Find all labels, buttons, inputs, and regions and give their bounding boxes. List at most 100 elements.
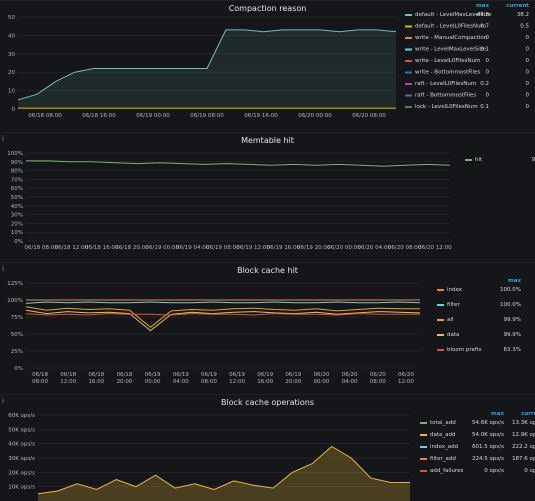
series-line	[26, 302, 420, 303]
x-tick-label: 16:00	[257, 379, 273, 385]
legend-swatch	[437, 334, 444, 336]
legend-header-max: max	[508, 278, 521, 284]
legend-max: 0	[486, 35, 490, 41]
x-tick-label: 06/18 20:00	[115, 245, 149, 251]
legend-swatch	[437, 349, 444, 351]
x-tick-label: 00:00	[314, 379, 330, 385]
legend-current: 0	[526, 93, 530, 99]
legend-swatch	[437, 319, 444, 321]
legend-header-current: current	[521, 411, 535, 417]
block-cache-hit-panel: i Block cache hit 0%25%50%75%100%125%06/…	[0, 262, 535, 393]
x-tick-label: 06/18	[32, 372, 48, 378]
x-tick-label: 08:00	[32, 379, 48, 385]
series-area	[38, 447, 410, 501]
x-tick-label: 06/20 12:00	[418, 245, 452, 251]
x-tick-label: 06/19	[173, 372, 189, 378]
legend-item: write - BottommostFiles	[415, 70, 480, 76]
legend-current: 187.6 ops/s	[512, 456, 535, 462]
y-tick-label: 30K ops/s	[8, 456, 35, 462]
legend-max: 99.9%	[504, 332, 521, 338]
x-tick-label: 06/19 20:00	[297, 245, 331, 251]
legend-swatch	[420, 458, 427, 460]
y-tick-label: 40K ops/s	[8, 442, 35, 448]
x-tick-label: 06/18	[88, 372, 104, 378]
x-tick-label: 20:00	[285, 379, 301, 385]
x-tick-label: 04:00	[342, 379, 358, 385]
x-tick-label: 06/20	[398, 372, 414, 378]
legend-current: 0	[526, 104, 530, 110]
series-line	[26, 314, 420, 315]
x-tick-label: 06/18 08:00	[28, 113, 62, 119]
x-tick-label: 06/19 12:00	[236, 245, 270, 251]
legend-swatch	[420, 446, 427, 448]
legend-max: 0.1	[480, 47, 489, 53]
legend-max: 0	[486, 70, 490, 76]
y-tick-label: 20K ops/s	[8, 470, 35, 476]
x-tick-label: 06/20	[342, 372, 358, 378]
y-tick-label: 30%	[11, 213, 23, 219]
legend-swatch	[420, 470, 427, 472]
x-tick-label: 06/20	[370, 372, 386, 378]
legend-max: 100.0%	[500, 287, 521, 293]
x-tick-label: 08:00	[201, 379, 217, 385]
legend-item: add_failures	[430, 468, 463, 474]
legend-item: default - LevelL0FilesNum	[415, 24, 486, 30]
legend-swatch	[405, 83, 412, 85]
x-tick-label: 06/19 08:00	[190, 113, 224, 119]
x-tick-label: 06/19	[145, 372, 161, 378]
legend-max: 100.0%	[500, 302, 521, 308]
legend-item: index_add	[430, 444, 458, 450]
legend-header-max: max	[491, 411, 504, 417]
legend-max: 0	[486, 93, 490, 99]
legend-swatch	[405, 60, 412, 62]
legend-item: write - LevelL0FilesNum	[415, 58, 480, 64]
x-tick-label: 04:00	[173, 379, 189, 385]
legend-swatch	[405, 37, 412, 39]
block-cache-hit-chart: 0%25%50%75%100%125%06/1808:0006/1812:000…	[0, 263, 535, 393]
y-tick-label: 25%	[11, 349, 23, 355]
legend-swatch	[420, 422, 427, 424]
legend-swatch	[405, 14, 412, 16]
y-tick-label: 40%	[11, 204, 23, 210]
legend-item: filter	[447, 302, 461, 308]
legend-item: all	[447, 317, 454, 323]
panel-title[interactable]: Memtable hit	[0, 136, 535, 145]
legend-max: 54.6K ops/s	[472, 420, 504, 426]
legend-max: 54.0K ops/s	[472, 432, 504, 438]
legend-swatch	[405, 72, 412, 74]
legend-item: data	[447, 332, 459, 338]
x-tick-label: 06/20 04:00	[358, 245, 392, 251]
panel-title[interactable]: Block cache hit	[0, 266, 535, 275]
y-tick-label: 125%	[7, 281, 23, 287]
legend-current: 0	[526, 35, 530, 41]
x-tick-label: 06/20 08:00	[388, 245, 422, 251]
legend-swatch	[465, 159, 472, 161]
panel-title[interactable]: Block cache operations	[0, 398, 535, 407]
y-tick-label: 0%	[14, 366, 23, 372]
legend-item: raft - LevelL0FilesNum	[415, 81, 476, 87]
legend-current: 12.9K ops/s	[512, 432, 535, 438]
x-tick-label: 06/18 16:00	[85, 245, 119, 251]
y-tick-label: 100%	[7, 298, 23, 304]
legend-item: filter_add	[430, 456, 456, 462]
panel-title[interactable]: Compaction reason	[0, 4, 535, 13]
legend-current: 0	[526, 58, 530, 64]
legend-max: 83.3%	[504, 347, 521, 353]
y-tick-label: 50	[8, 15, 15, 21]
x-tick-label: 06/19	[229, 372, 245, 378]
x-tick-label: 06/19	[257, 372, 273, 378]
y-tick-label: 20%	[11, 221, 23, 227]
x-tick-label: 12:00	[229, 379, 245, 385]
legend-max: 224.5 ops/s	[472, 456, 504, 462]
legend-max: 0.2	[480, 81, 489, 87]
y-tick-label: 60K ops/s	[8, 413, 35, 419]
legend-current: 13.3K ops/s	[512, 420, 535, 426]
x-tick-label: 06/19 08:00	[206, 245, 240, 251]
legend-swatch	[405, 106, 412, 108]
x-tick-label: 06/20 08:00	[352, 113, 386, 119]
y-tick-label: 50%	[11, 332, 23, 338]
legend-swatch	[437, 289, 444, 291]
